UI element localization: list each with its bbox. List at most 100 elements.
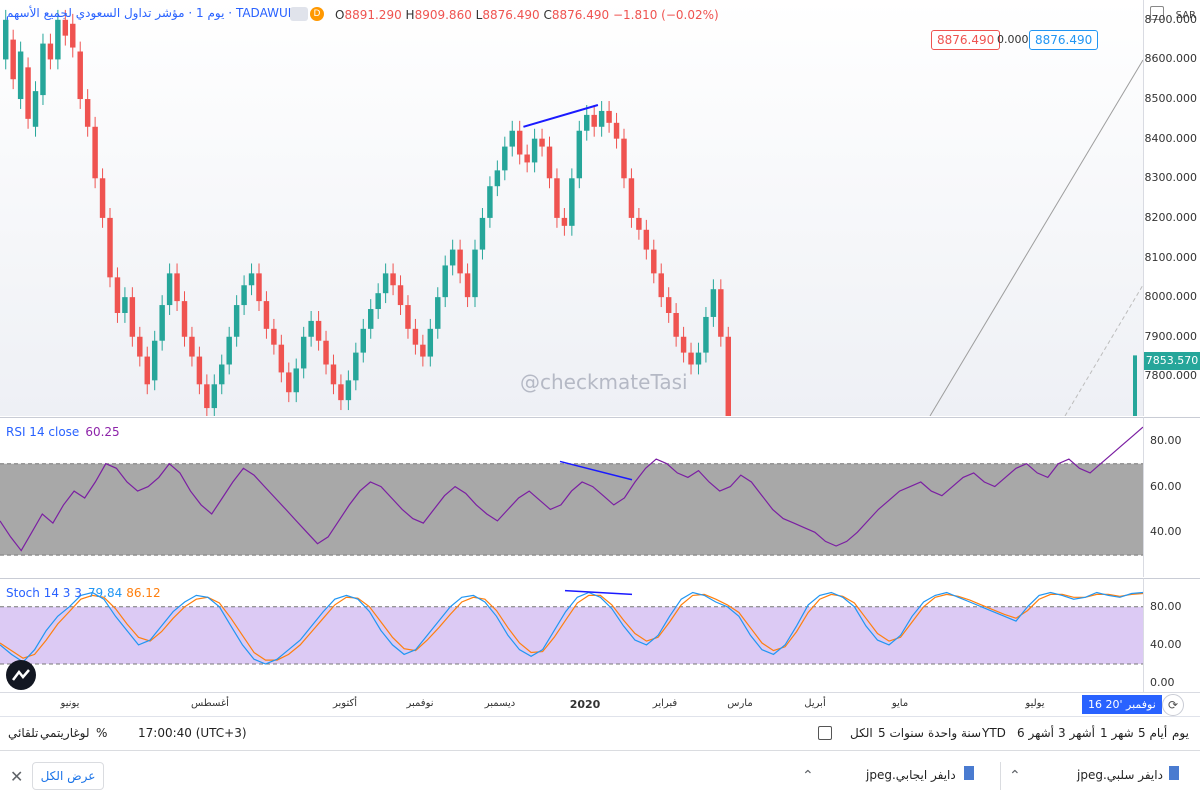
scroll-to-realtime-icon[interactable]: ⟳ <box>1162 694 1184 716</box>
range-button[interactable]: 6 أشهر <box>1017 726 1054 740</box>
candle-body <box>3 19 9 60</box>
candle-body <box>494 170 501 187</box>
download-filename: دايفر سلبي.jpeg <box>1077 768 1163 782</box>
candle-body <box>621 138 627 179</box>
chevron-up-icon[interactable]: ⌃ <box>1009 768 1021 784</box>
candle-body <box>442 265 448 298</box>
buy-price-badge[interactable]: 8876.490 <box>1029 30 1099 50</box>
candle-body <box>718 289 724 337</box>
price-chart-svg <box>3 9 1143 416</box>
stoch-chart-svg <box>0 589 1143 665</box>
rsi-pane[interactable]: RSI 14 close 60.25 <box>0 417 1143 577</box>
candle-body <box>211 384 218 409</box>
range-button[interactable]: الكل <box>850 726 873 740</box>
download-item-negative[interactable]: ⌃ دايفر سلبي.jpeg <box>1000 762 1196 790</box>
candle-body <box>658 273 664 298</box>
range-button[interactable]: يوم <box>1172 726 1189 740</box>
candle-body <box>129 297 136 337</box>
candle-body <box>427 328 434 357</box>
candle-body <box>546 146 553 179</box>
candle-body <box>651 249 657 274</box>
candle-body <box>204 384 210 409</box>
stoch-pane[interactable]: Stoch 14 3 3 79.84 86.12 <box>0 578 1143 692</box>
candle-body <box>256 273 262 302</box>
stoch-label: Stoch 14 3 3 <box>6 586 82 600</box>
settings-icon[interactable] <box>1150 6 1164 20</box>
range-button[interactable]: 5 سنوات <box>878 726 924 740</box>
time-tick: ديسمبر <box>484 698 516 709</box>
rsi-chart-svg <box>0 426 1143 556</box>
rsi-tick: 60.00 <box>1150 479 1182 493</box>
log-toggle[interactable]: لوغاريتمي <box>40 726 90 740</box>
stoch-scale[interactable]: 80.00 40.00 0.00 <box>1143 578 1200 692</box>
price-scale[interactable]: SAR 8700.000 8600.000 8500.000 8400.000 8300… <box>1143 0 1200 416</box>
range-button[interactable]: سنة واحدة <box>928 726 982 740</box>
price-tick: 8000.000 <box>1144 290 1198 304</box>
chevron-up-icon[interactable]: ⌃ <box>802 768 814 784</box>
range-button[interactable]: 5 أيام <box>1138 726 1168 740</box>
interval-label[interactable]: يوم 1 <box>196 6 225 20</box>
price-tick: 7900.000 <box>1144 329 1198 343</box>
symbol-legend: TADAWUL · يوم 1 · مؤشر تداول السعودي لجم… <box>6 6 295 20</box>
candle-body <box>84 99 91 127</box>
candle-body <box>561 217 568 226</box>
price-tick: 8500.000 <box>1144 92 1198 106</box>
candle-body <box>62 19 69 36</box>
candle-body <box>680 336 687 353</box>
candle-body <box>516 130 523 155</box>
sell-price-badge[interactable]: 8876.490 <box>931 30 1001 50</box>
download-item-positive[interactable]: ⌃ دايفر ايجابي.jpeg <box>796 762 996 790</box>
rsi-value: 60.25 <box>85 425 120 439</box>
rsi-tick: 40.00 <box>1150 525 1182 539</box>
trend-line <box>929 59 1143 416</box>
tradingview-logo-icon[interactable] <box>6 660 36 690</box>
time-axis[interactable]: يونيو أغسطس أكتوبر نوفمبر ديسمبر 2020 فبراير ما… <box>0 692 1200 716</box>
time-tick: نوفمبر <box>406 698 434 709</box>
candle-body <box>725 336 731 416</box>
time-tick: يونيو <box>60 698 80 709</box>
show-all-button[interactable]: عرض الكل <box>32 762 104 790</box>
candle-body <box>99 178 106 218</box>
candle-body <box>70 23 76 48</box>
time-tick: فبراير <box>652 698 678 709</box>
range-button[interactable]: 1 شهر <box>1100 726 1134 740</box>
candle-body <box>591 114 597 127</box>
eye-icon[interactable] <box>290 7 308 21</box>
stoch-legend: Stoch 14 3 3 79.84 86.12 <box>6 586 161 600</box>
auto-toggle[interactable]: تلقائي <box>8 726 39 740</box>
rsi-label: RSI 14 close <box>6 425 80 439</box>
candle-body <box>10 39 16 80</box>
candle-body <box>166 273 173 306</box>
rsi-scale[interactable]: 80.00 60.00 40.00 <box>1143 417 1200 577</box>
time-cursor-label: 16 نوفمبر '20 <box>1082 695 1162 714</box>
candle-body <box>479 217 486 250</box>
candle-body <box>137 336 143 357</box>
candle-body <box>390 273 396 286</box>
close-icon[interactable]: ✕ <box>10 767 24 786</box>
candle-body <box>226 336 232 365</box>
stoch-k-line <box>0 591 1143 665</box>
rsi-legend: RSI 14 close 60.25 <box>6 425 120 439</box>
candle-body <box>181 301 188 337</box>
candle-body <box>308 320 314 337</box>
candle-body <box>25 67 31 119</box>
calendar-icon[interactable] <box>818 726 832 740</box>
clock-time[interactable]: 17:00:40 (UTC+3) <box>138 726 247 740</box>
price-tick: 8700.000 <box>1144 12 1198 26</box>
candle-body <box>636 217 642 230</box>
candle-body <box>502 146 508 171</box>
time-tick: يوليو <box>1025 698 1045 709</box>
low-value: 8876.490 <box>482 8 540 22</box>
change-value: −1.810 (−0.02%) <box>612 8 719 22</box>
range-button[interactable]: YTD <box>982 726 1006 740</box>
price-pane[interactable]: TADAWUL · يوم 1 · مؤشر تداول السعودي لجم… <box>0 0 1143 416</box>
candle-body <box>382 273 389 294</box>
range-button[interactable]: 3 أشهر <box>1058 726 1095 740</box>
candle-body <box>151 340 158 381</box>
current-price-tag: 7853.570 <box>1144 352 1200 370</box>
candle-body <box>114 277 121 313</box>
percent-toggle[interactable]: % <box>96 726 108 740</box>
time-tick: أكتوبر <box>332 698 358 709</box>
rsi-line <box>0 426 1143 552</box>
